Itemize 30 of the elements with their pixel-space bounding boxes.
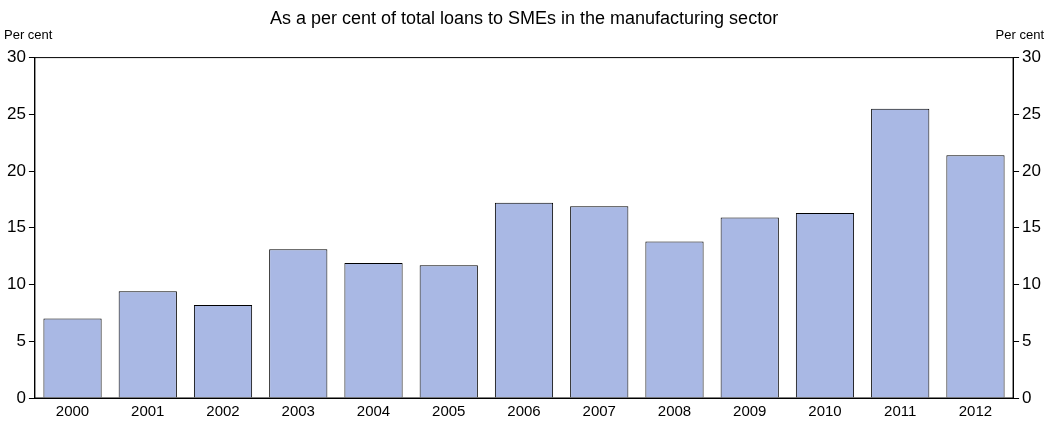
y-tick-label: 5: [16, 330, 26, 350]
y2-tick-label: 25: [1022, 104, 1042, 124]
y2-tick-label: 30: [1022, 47, 1042, 67]
x-tick-label: 2008: [657, 402, 692, 420]
y-tick-label: 15: [6, 217, 26, 237]
y2-tick-label: 15: [1022, 217, 1042, 237]
y-tick-label: 20: [6, 160, 26, 180]
y2-tick-label: 10: [1022, 274, 1042, 294]
y2-tick-label: 5: [1022, 330, 1032, 350]
y-tick-label: 10: [6, 274, 26, 294]
y-axis-title: Per cent: [4, 26, 53, 42]
x-tick-label: 2011: [884, 402, 917, 420]
x-tick-label: 2000: [55, 402, 90, 420]
x-tick-label: 2007: [582, 402, 616, 420]
y2-tick-label: 20: [1022, 160, 1042, 180]
x-tick-label: 2012: [958, 402, 993, 420]
y-tick-label: 30: [6, 47, 26, 67]
x-tick-label: 2003: [281, 402, 315, 420]
x-tick-label: 2006: [507, 402, 541, 420]
x-tick-label: 2010: [808, 402, 842, 420]
x-tick-label: 2004: [356, 402, 391, 420]
y-tick-label: 0: [16, 387, 26, 407]
y2-tick-label: 0: [1022, 387, 1032, 407]
x-tick-label: 2001: [131, 402, 165, 420]
chart-title: As a per cent of total loans to SMEs in the manufacturing sector: [269, 7, 779, 28]
x-tick-label: 2005: [432, 402, 466, 420]
y-tick-label: 25: [6, 104, 26, 124]
x-tick-label: 2002: [206, 402, 240, 420]
x-tick-label: 2009: [733, 402, 767, 420]
y2-axis-title: Per cent: [995, 26, 1045, 42]
